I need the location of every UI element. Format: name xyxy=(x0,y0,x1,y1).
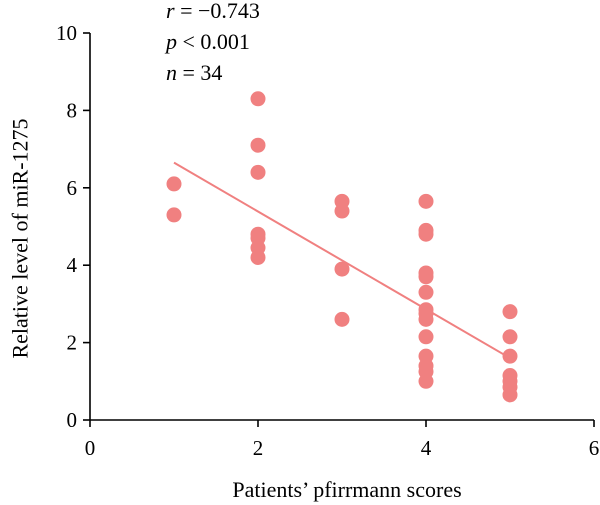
data-point xyxy=(334,203,350,219)
data-point xyxy=(418,373,434,389)
data-point xyxy=(418,226,434,242)
data-point xyxy=(502,329,518,345)
x-tick-label: 6 xyxy=(589,436,600,460)
x-tick-label: 4 xyxy=(421,436,432,460)
y-tick-label: 10 xyxy=(56,21,77,45)
data-point xyxy=(250,137,266,153)
y-tick-label: 0 xyxy=(67,408,78,432)
data-point xyxy=(502,348,518,364)
x-tick-label: 2 xyxy=(253,436,264,460)
y-ticks: 0 2 4 6 8 10 xyxy=(56,21,90,432)
data-point xyxy=(250,91,266,107)
data-point xyxy=(166,207,182,223)
data-point xyxy=(418,193,434,209)
x-ticks: 0 2 4 6 xyxy=(85,420,600,460)
data-point xyxy=(418,311,434,327)
y-tick-label: 2 xyxy=(67,331,78,355)
data-point xyxy=(418,329,434,345)
y-tick-label: 4 xyxy=(67,253,78,277)
data-point xyxy=(334,311,350,327)
x-axis-title: Patients’ pfirrmann scores xyxy=(232,477,461,502)
data-point xyxy=(502,387,518,403)
trend-line xyxy=(173,161,511,359)
y-axis-title: Relative level of miR-1275 xyxy=(8,118,33,358)
axes: 0 2 4 6 0 2 4 6 8 10 xyxy=(56,21,599,460)
data-point xyxy=(418,269,434,285)
data-points xyxy=(166,91,518,403)
stat-p: p < 0.001 xyxy=(164,29,250,54)
data-point xyxy=(334,261,350,277)
data-point xyxy=(250,249,266,265)
data-point xyxy=(250,164,266,180)
y-tick-label: 6 xyxy=(67,176,78,200)
stat-annotations: r = −0.743 p < 0.001 n = 34 xyxy=(164,0,260,85)
stat-n: n = 34 xyxy=(166,60,222,85)
stat-r: r = −0.743 xyxy=(166,0,260,23)
data-point xyxy=(166,176,182,192)
data-point xyxy=(418,284,434,300)
x-tick-label: 0 xyxy=(85,436,96,460)
y-tick-label: 8 xyxy=(67,98,78,122)
data-point xyxy=(502,304,518,320)
